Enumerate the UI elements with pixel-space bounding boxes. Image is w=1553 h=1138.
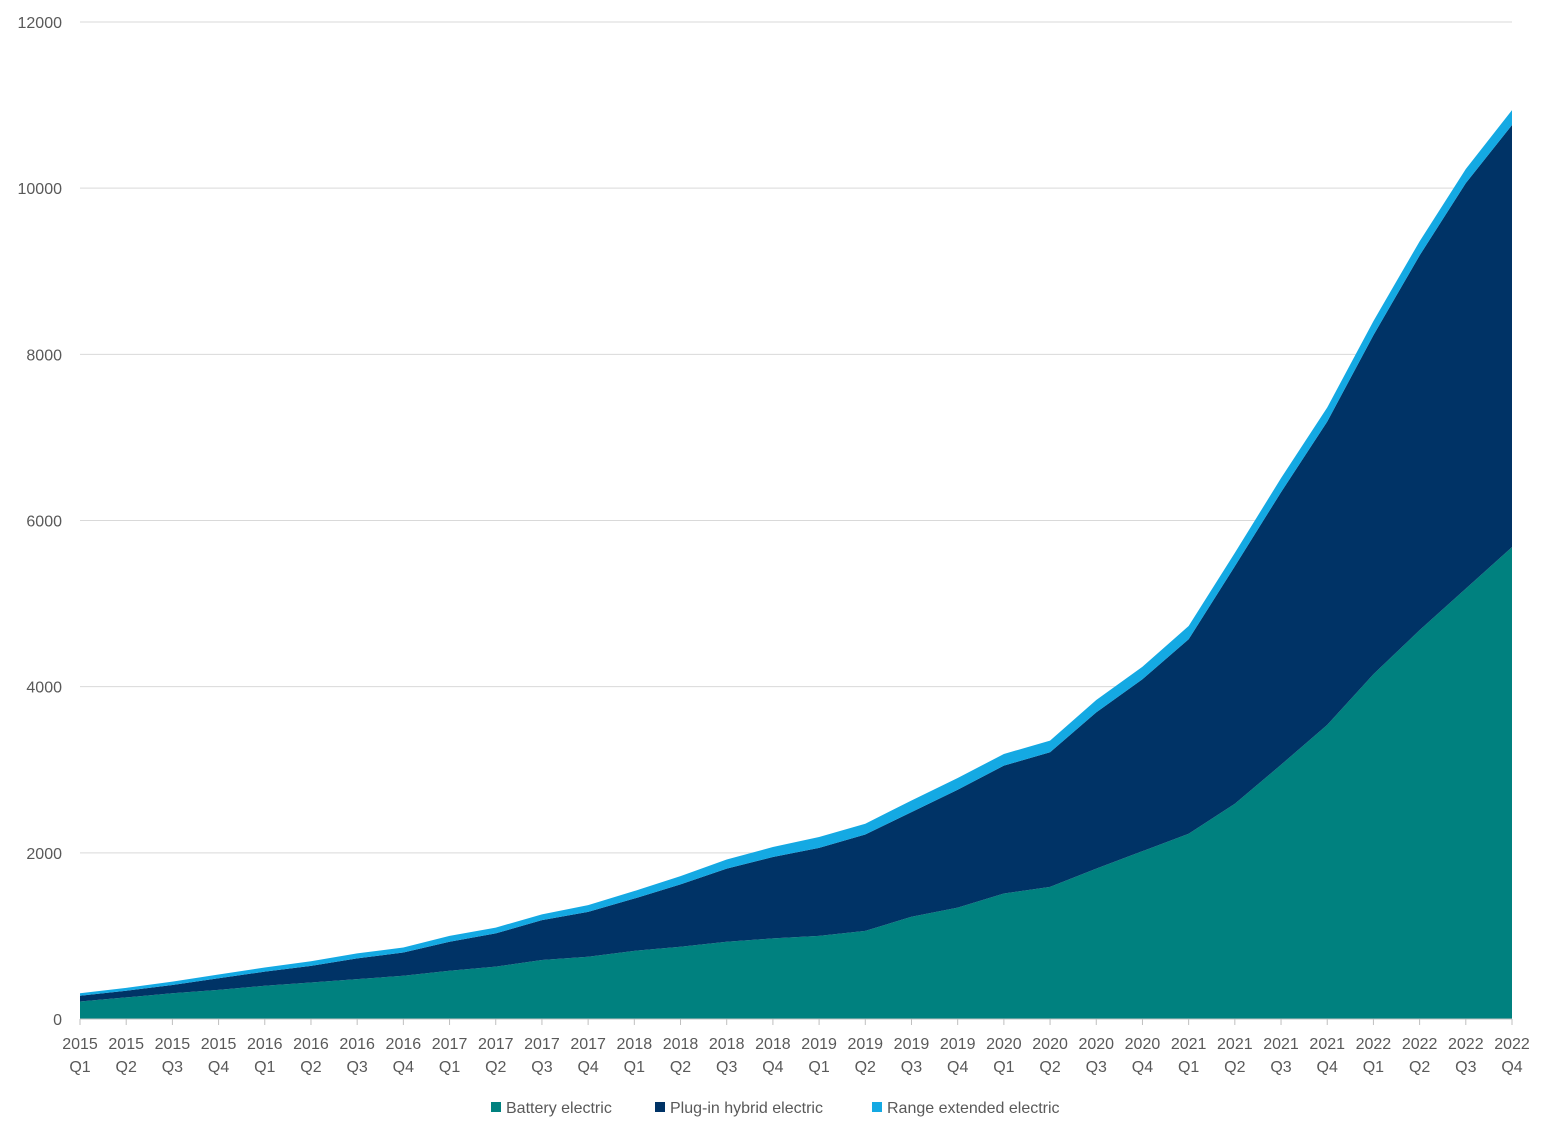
x-tick-label-quarter: Q2 — [670, 1059, 691, 1076]
area-series-group — [80, 110, 1512, 1019]
x-tick-label-quarter: Q2 — [1409, 1059, 1430, 1076]
x-tick-label-quarter: Q1 — [624, 1059, 645, 1076]
area-plug-in-hybrid-electric — [80, 125, 1512, 1002]
x-tick-label-year: 2022 — [1402, 1036, 1438, 1053]
x-tick-label-quarter: Q2 — [116, 1059, 137, 1076]
y-tick-label: 8000 — [26, 347, 62, 364]
x-tick-label-quarter: Q3 — [346, 1059, 367, 1076]
x-tick-label-quarter: Q3 — [531, 1059, 552, 1076]
legend-swatch — [655, 1102, 665, 1112]
y-axis: 0 2000 4000 6000 8000 10000 12000 — [18, 15, 63, 1029]
x-tick-label-year: 2021 — [1217, 1036, 1253, 1053]
x-tick-label-quarter: Q2 — [1039, 1059, 1060, 1076]
x-tick-label-year: 2015 — [155, 1036, 191, 1053]
x-tick-label-quarter: Q3 — [1270, 1059, 1291, 1076]
x-tick-label-quarter: Q2 — [855, 1059, 876, 1076]
legend-item-plug-in-hybrid-electric: Plug-in hybrid electric — [655, 1100, 823, 1117]
x-tick-label-quarter: Q4 — [393, 1059, 414, 1076]
x-tick-label-year: 2018 — [755, 1036, 791, 1053]
x-axis — [79, 1018, 1513, 1025]
y-tick-label: 2000 — [26, 846, 62, 863]
legend-label: Battery electric — [506, 1100, 612, 1117]
x-tick-label-year: 2018 — [663, 1036, 699, 1053]
x-tick-label-year: 2022 — [1494, 1036, 1530, 1053]
x-tick-label-year: 2019 — [847, 1036, 883, 1053]
x-tick-label-quarter: Q4 — [208, 1059, 229, 1076]
x-tick-label-year: 2021 — [1309, 1036, 1345, 1053]
x-tick-label-year: 2019 — [894, 1036, 930, 1053]
x-tick-label-year: 2020 — [986, 1036, 1022, 1053]
x-tick-label-quarter: Q4 — [577, 1059, 598, 1076]
x-tick-label-quarter: Q4 — [1317, 1059, 1338, 1076]
x-tick-label-year: 2020 — [1078, 1036, 1114, 1053]
x-tick-label-quarter: Q1 — [1178, 1059, 1199, 1076]
x-tick-label-year: 2022 — [1448, 1036, 1484, 1053]
x-tick-label-quarter: Q1 — [1363, 1059, 1384, 1076]
x-tick-label-year: 2022 — [1356, 1036, 1392, 1053]
x-tick-label-quarter: Q1 — [69, 1059, 90, 1076]
x-tick-label-year: 2020 — [1032, 1036, 1068, 1053]
legend: Battery electric Plug-in hybrid electric R… — [491, 1100, 1060, 1117]
x-tick-label-year: 2017 — [432, 1036, 468, 1053]
x-tick-label-quarter: Q3 — [716, 1059, 737, 1076]
x-tick-label-year: 2020 — [1125, 1036, 1161, 1053]
x-tick-label-quarter: Q1 — [808, 1059, 829, 1076]
x-tick-label-year: 2017 — [524, 1036, 560, 1053]
x-tick-label-year: 2016 — [339, 1036, 375, 1053]
legend-label: Range extended electric — [887, 1100, 1060, 1117]
x-tick-label-quarter: Q4 — [762, 1059, 783, 1076]
x-tick-label-quarter: Q4 — [947, 1059, 968, 1076]
x-tick-label-year: 2019 — [801, 1036, 837, 1053]
x-tick-label-quarter: Q1 — [254, 1059, 275, 1076]
x-tick-label-quarter: Q3 — [901, 1059, 922, 1076]
x-tick-label-quarter: Q4 — [1501, 1059, 1522, 1076]
x-tick-label-quarter: Q2 — [485, 1059, 506, 1076]
legend-item-battery-electric: Battery electric — [491, 1100, 612, 1117]
x-tick-label-year: 2021 — [1171, 1036, 1207, 1053]
y-tick-label: 6000 — [26, 514, 62, 531]
x-tick-label-year: 2018 — [617, 1036, 653, 1053]
x-tick-label-year: 2016 — [386, 1036, 422, 1053]
x-tick-label-quarter: Q2 — [300, 1059, 321, 1076]
x-tick-label-quarter: Q3 — [1086, 1059, 1107, 1076]
x-tick-label-quarter: Q3 — [1455, 1059, 1476, 1076]
y-tick-label: 12000 — [18, 15, 63, 32]
x-tick-label-year: 2021 — [1263, 1036, 1299, 1053]
x-tick-label-year: 2015 — [201, 1036, 237, 1053]
x-tick-label-quarter: Q1 — [993, 1059, 1014, 1076]
legend-swatch — [491, 1102, 501, 1112]
legend-item-range-extended-electric: Range extended electric — [872, 1100, 1060, 1117]
x-tick-label-year: 2019 — [940, 1036, 976, 1053]
area-battery-electric — [80, 547, 1512, 1019]
x-tick-label-quarter: Q2 — [1224, 1059, 1245, 1076]
x-tick-label-year: 2017 — [570, 1036, 606, 1053]
y-tick-label: 10000 — [18, 181, 63, 198]
x-tick-label-year: 2015 — [108, 1036, 144, 1053]
x-tick-label-year: 2017 — [478, 1036, 514, 1053]
x-axis-tick-labels: 2015 Q1 2015 Q2 2015 Q3 2015 Q4 2016 Q1 2016 Q2 2016… — [62, 1036, 1530, 1076]
x-tick-label-quarter: Q4 — [1132, 1059, 1153, 1076]
x-tick-label-quarter: Q3 — [162, 1059, 183, 1076]
legend-swatch — [872, 1102, 882, 1112]
y-tick-label: 4000 — [26, 680, 62, 697]
x-tick-label-year: 2016 — [247, 1036, 283, 1053]
x-tick-label-year: 2018 — [709, 1036, 745, 1053]
x-tick-label-quarter: Q1 — [439, 1059, 460, 1076]
y-tick-label: 0 — [53, 1012, 62, 1029]
x-tick-label-year: 2016 — [293, 1036, 329, 1053]
legend-label: Plug-in hybrid electric — [670, 1100, 823, 1117]
x-tick-label-year: 2015 — [62, 1036, 98, 1053]
